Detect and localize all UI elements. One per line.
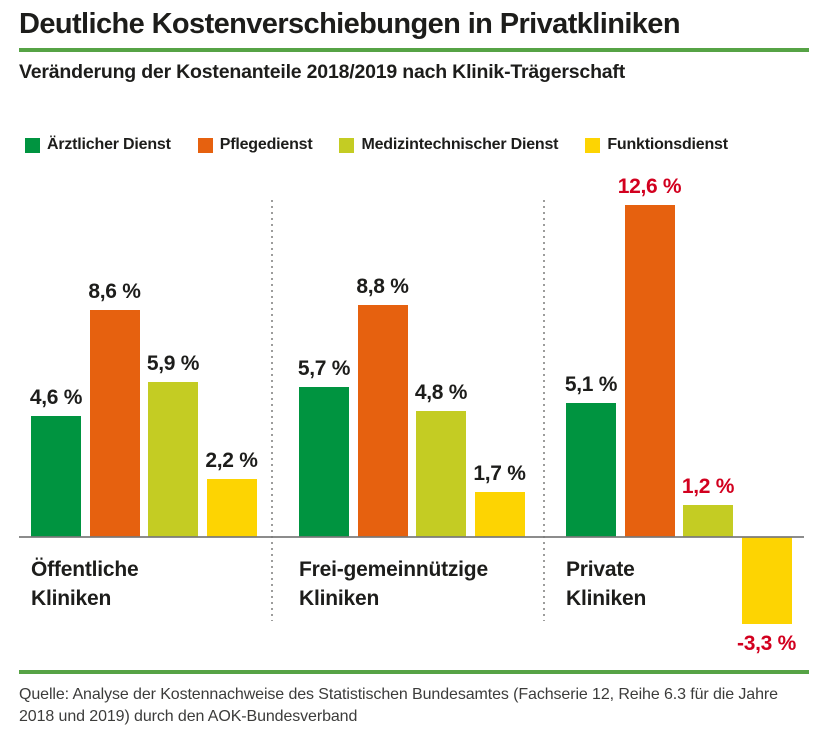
chart-legend: Ärztlicher Dienst Pflegedienst Medizintech… — [25, 136, 728, 154]
value-label: 5,1 % — [564, 372, 618, 396]
bar-0-3 — [206, 479, 257, 537]
category-label: Öffentliche Kliniken — [31, 555, 139, 613]
legend-item-label: Pflegedienst — [219, 136, 313, 153]
bar-2-2 — [683, 505, 733, 537]
legend-item: Ärztlicher Dienst — [25, 136, 171, 154]
value-label: 12,6 % — [617, 174, 682, 198]
group-divider-dotted-line — [271, 200, 273, 621]
legend-color-swatch-icon — [339, 137, 355, 153]
footer-divider-rule — [19, 670, 809, 674]
legend-item: Funktionsdienst — [585, 136, 728, 154]
bar-2-0 — [566, 402, 616, 537]
page-title: Deutliche Kostenverschiebungen in Privat… — [19, 8, 681, 40]
value-label: 4,6 % — [29, 385, 83, 409]
value-label: -3,3 % — [737, 631, 796, 655]
group-divider-dotted-line — [543, 200, 545, 621]
category-label-line: Kliniken — [566, 587, 647, 610]
value-label: 1,7 % — [473, 462, 526, 486]
value-label: 2,2 % — [205, 449, 258, 473]
legend-item: Pflegedienst — [197, 136, 313, 154]
bar-1-0 — [299, 386, 349, 537]
category-label-line: Frei-gemeinnützige — [299, 558, 488, 581]
value-label: 4,8 % — [414, 380, 468, 404]
legend-color-swatch-icon — [197, 137, 213, 153]
bar-1-2 — [416, 410, 466, 537]
legend-item-label: Funktionsdienst — [607, 136, 728, 153]
title-divider-rule — [19, 48, 809, 52]
page-subtitle: Veränderung der Kostenanteile 2018/2019 … — [19, 61, 626, 83]
legend-item: Medizintechnischer Dienst — [339, 136, 559, 154]
value-label: 5,9 % — [146, 351, 200, 375]
bar-0-2 — [148, 381, 198, 537]
value-label: 8,6 % — [88, 280, 141, 304]
category-label: Private Kliniken — [566, 555, 646, 613]
category-label-line: Private — [566, 558, 635, 581]
bar-1-1 — [357, 305, 408, 537]
legend-color-swatch-icon — [25, 137, 40, 153]
value-label: 8,8 % — [356, 275, 409, 299]
category-label-line: Kliniken — [31, 587, 112, 610]
value-label: 5,7 % — [297, 356, 351, 380]
legend-item-label: Medizintechnischer Dienst — [361, 136, 559, 153]
x-axis-zero-line — [19, 536, 804, 538]
legend-item-label: Ärztlicher Dienst — [47, 136, 171, 153]
category-label-line: Kliniken — [299, 587, 380, 610]
bar-2-3 — [741, 537, 792, 624]
legend-color-swatch-icon — [585, 137, 601, 153]
bar-1-3 — [474, 492, 525, 537]
category-label: Frei-gemeinnützige Kliniken — [299, 555, 488, 613]
source-note: Quelle: Analyse der Kostennachweise des … — [19, 686, 778, 725]
bar-0-0 — [31, 415, 81, 537]
bar-0-1 — [89, 310, 140, 537]
bar-2-1 — [624, 204, 675, 537]
category-label-line: Öffentliche — [31, 558, 139, 581]
value-label: 1,2 % — [681, 475, 735, 499]
